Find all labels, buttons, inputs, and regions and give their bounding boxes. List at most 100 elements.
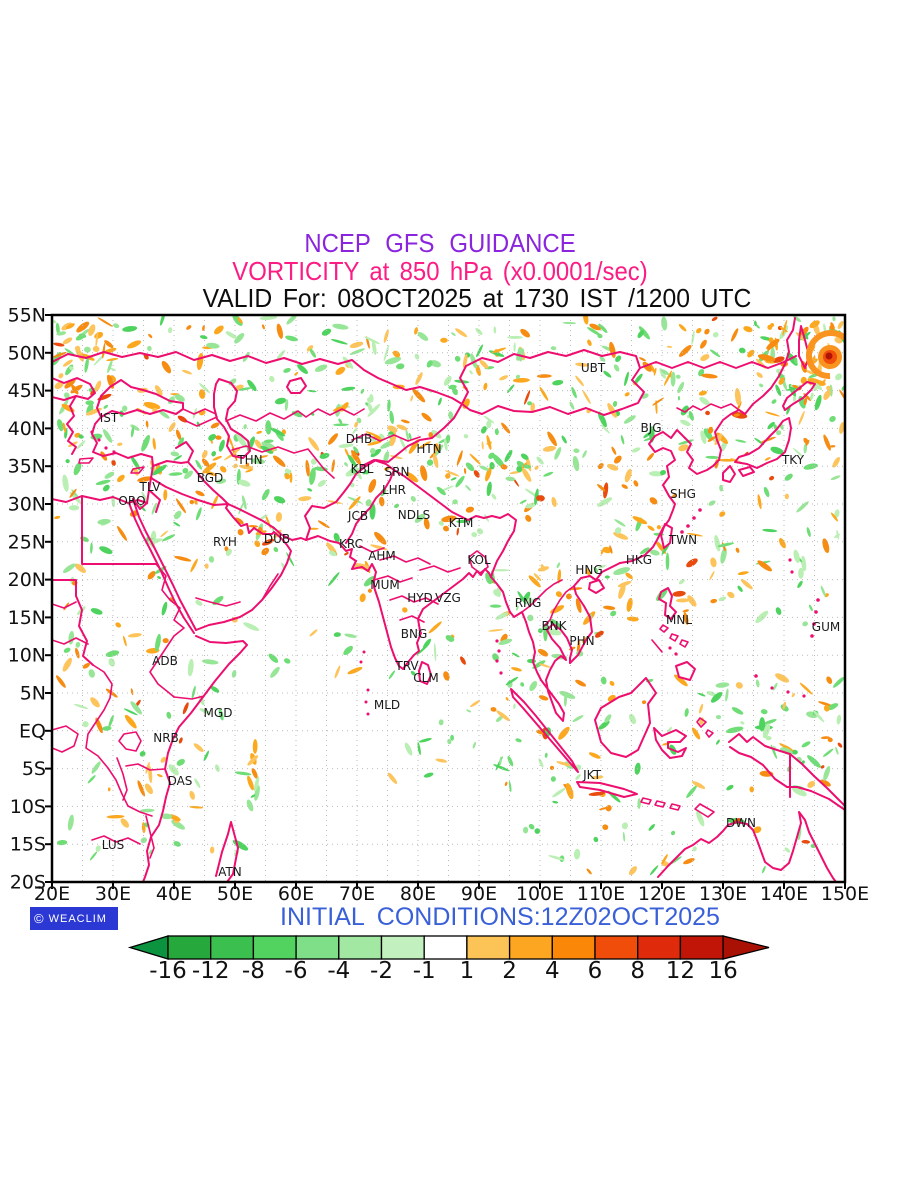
shading-speckle [231,670,237,678]
shading-speckle [210,422,220,429]
shading-speckle [765,736,772,741]
shading-speckle [717,458,736,462]
shading-speckle [91,761,101,774]
shading-speckle [298,496,312,502]
shading-speckle [389,455,403,460]
shading-speckle [678,444,689,452]
shading-speckle [243,622,260,631]
shading-speckle [234,332,245,344]
shading-speckle [130,424,140,431]
shading-speckle [272,455,286,467]
station-label-kol: KOL [467,553,491,567]
shading-speckle [206,342,220,349]
station-label-clm: CLM [413,671,438,685]
shading-speckle [148,333,153,339]
colorbar-tick-label: -6 [285,958,308,984]
station-label-dub: DUB [264,532,290,546]
shading-speckle [649,471,664,477]
shading-speckle [588,791,606,796]
shading-speckle [711,316,718,322]
shading-speckle [463,467,467,475]
shading-speckle [284,468,291,475]
shading-speckle [195,507,202,521]
shading-speckle [661,369,669,375]
shading-speckle [733,413,741,417]
shading-speckle [95,479,111,485]
shading-speckle [246,799,254,812]
station-label-ahm: AHM [368,549,396,563]
colorbar-segment [423,935,468,960]
shading-speckle [360,388,365,394]
shading-speckle [807,755,821,768]
shading-speckle [791,787,807,797]
shading-speckle [87,775,96,784]
shading-speckle [147,571,156,580]
colorbar-tick-label: 2 [502,958,517,984]
shading-speckle [445,473,451,479]
shading-speckle [575,375,584,387]
shading-speckle [494,428,499,436]
shading-speckle [436,486,446,496]
shading-speckle [394,503,400,509]
shading-speckle [778,377,785,385]
shading-speckle [374,531,387,545]
shading-speckle [613,567,631,575]
shading-speckle [335,366,346,375]
shading-speckle [261,547,270,556]
shading-speckle [415,372,423,385]
shading-speckle [731,328,739,342]
lat-label: 5S [22,758,46,780]
shading-speckle [286,316,298,325]
shading-speckle [813,386,818,392]
shading-speckle [359,593,366,603]
shading-speckle [273,496,286,504]
shading-speckle [682,609,690,613]
shading-speckle [804,369,816,375]
shading-speckle [331,339,348,345]
shading-speckle [793,549,800,563]
shading-speckle [62,563,76,574]
shading-speckle [130,688,134,696]
shading-speckle [776,430,782,436]
shading-speckle [141,434,150,452]
shading-speckle [63,392,70,399]
colorbar-tick-label: 8 [630,958,645,984]
shading-speckle [542,445,556,452]
shading-speckle [383,329,389,343]
shading-speckle [241,495,247,510]
colorbar-tick-label: 4 [545,958,560,984]
shading-speckle [364,336,380,345]
shading-speckle [622,831,626,842]
shading-speckle [174,510,182,520]
shading-speckle [587,339,592,346]
shading-speckle [670,371,676,387]
shading-speckle [105,650,120,657]
shading-speckle [586,568,591,576]
shading-speckle [117,442,123,447]
shading-speckle [344,633,357,638]
shading-speckle [117,525,128,541]
shading-speckle [527,658,537,664]
shading-speckle [557,569,562,584]
shading-speckle [573,448,580,454]
shading-speckle [709,570,715,581]
shading-speckle [548,855,565,861]
station-label-jkt: JKT [582,768,601,782]
shading-speckle [556,562,561,569]
shading-speckle [69,488,77,498]
shading-speckle [113,323,120,329]
shading-speckle [167,327,173,334]
shading-speckle [445,635,455,642]
shading-speckle [130,426,135,438]
shading-speckle [513,703,516,709]
shading-speckle [469,453,481,465]
shading-speckle [814,394,822,411]
station-label-ktm: KTM [449,516,474,530]
shading-speckle [326,542,337,555]
shading-speckle [666,345,673,348]
shading-speckle [573,848,581,860]
shading-speckle [251,767,258,779]
shading-speckle [519,499,527,504]
shading-speckle [365,499,372,507]
shading-speckle [383,451,390,463]
